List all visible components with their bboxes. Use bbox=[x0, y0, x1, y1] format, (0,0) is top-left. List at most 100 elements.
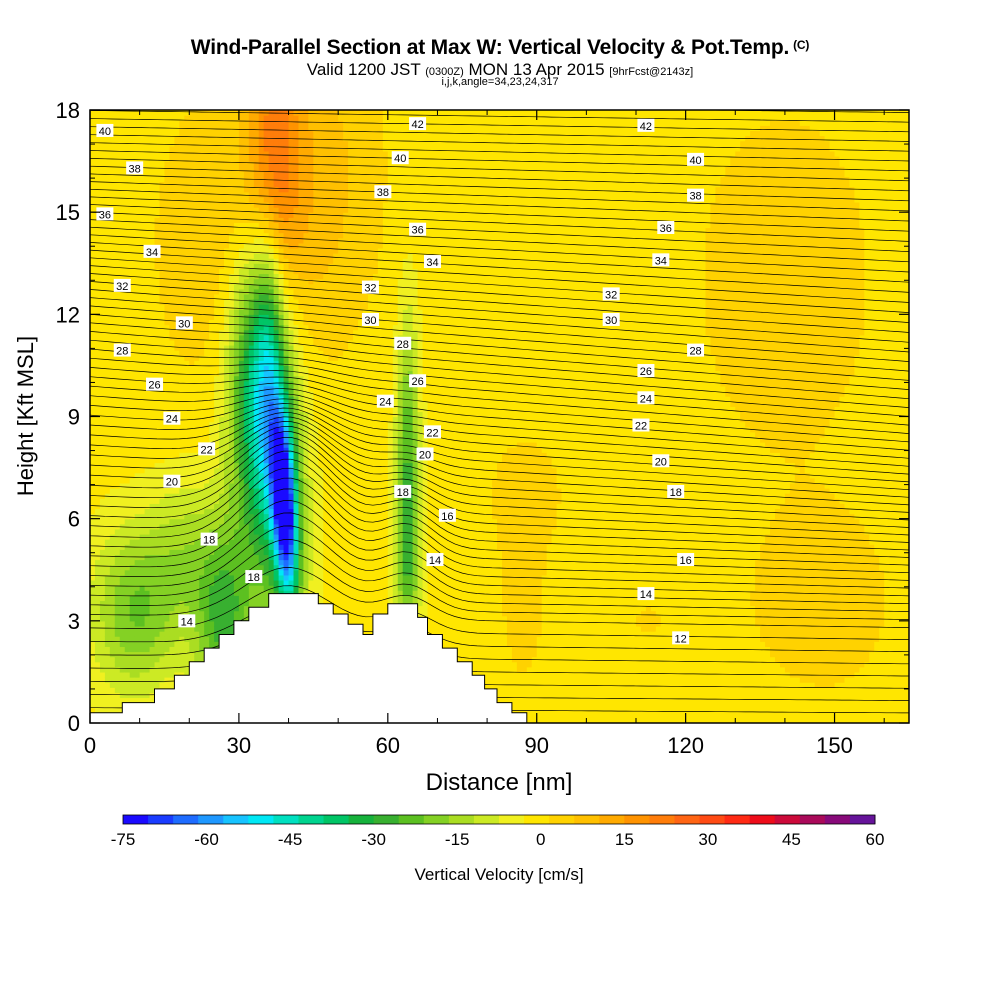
theta-label-box bbox=[96, 207, 114, 221]
colorbar-swatch bbox=[323, 815, 350, 824]
theta-label-text: 28 bbox=[689, 346, 701, 358]
theta-label: 30 bbox=[602, 312, 620, 327]
theta-label-text: 38 bbox=[689, 191, 701, 203]
x-axis-label: Distance [nm] bbox=[426, 769, 573, 796]
colorbar-tick-label: 45 bbox=[782, 830, 801, 849]
theta-label: 36 bbox=[657, 220, 675, 235]
colorbar-swatch bbox=[549, 815, 575, 824]
theta-label-box bbox=[96, 123, 114, 137]
theta-label-text: 32 bbox=[605, 289, 617, 301]
colorbar-swatch bbox=[223, 815, 249, 824]
theta-label-box bbox=[143, 244, 161, 258]
x-tick-label: 150 bbox=[816, 733, 853, 758]
theta-label-text: 36 bbox=[99, 209, 111, 221]
y-tick-label: 3 bbox=[68, 609, 80, 634]
theta-label-box bbox=[245, 570, 263, 584]
colorbar-swatch bbox=[398, 815, 425, 824]
chart-subtitle: Valid 1200 JST (0300Z) MON 13 Apr 2015 [… bbox=[0, 60, 1000, 80]
colorbar-swatch bbox=[749, 815, 776, 824]
theta-label-box bbox=[677, 553, 695, 567]
colorbar-swatch bbox=[699, 815, 726, 824]
theta-label: 14 bbox=[426, 553, 444, 567]
theta-label-box bbox=[416, 447, 434, 461]
theta-label-box bbox=[391, 151, 409, 165]
colorbar-swatch bbox=[624, 815, 650, 824]
colorbar-swatch bbox=[348, 815, 375, 824]
theta-label-box bbox=[409, 117, 427, 131]
colorbar-swatch bbox=[774, 815, 801, 824]
theta-label-text: 42 bbox=[411, 119, 423, 131]
colorbar-tick-label: 30 bbox=[698, 830, 717, 849]
colorbar-swatch bbox=[198, 815, 224, 824]
theta-label-text: 42 bbox=[640, 121, 652, 133]
theta-label-text: 26 bbox=[640, 366, 652, 378]
theta-label: 28 bbox=[687, 343, 705, 358]
colorbar-tick-label: -30 bbox=[361, 830, 386, 849]
colorbar-swatch bbox=[599, 815, 625, 824]
theta-label-text: 20 bbox=[655, 456, 667, 468]
theta-label: 28 bbox=[113, 343, 131, 358]
terrain bbox=[89, 593, 909, 724]
theta-label: 38 bbox=[374, 185, 392, 199]
theta-label: 40 bbox=[391, 151, 409, 165]
x-tick-label: 0 bbox=[84, 733, 96, 758]
theta-label-text: 34 bbox=[146, 247, 158, 259]
theta-label-text: 36 bbox=[660, 223, 672, 235]
colorbar-label: Vertical Velocity [cm/s] bbox=[414, 865, 583, 884]
theta-label: 32 bbox=[113, 278, 131, 293]
theta-label: 18 bbox=[394, 484, 412, 499]
y-tick-label: 18 bbox=[56, 98, 80, 123]
theta-label-text: 16 bbox=[680, 555, 692, 567]
colorbar-swatch bbox=[373, 815, 400, 824]
theta-contours bbox=[90, 110, 909, 723]
theta-label: 30 bbox=[175, 316, 193, 330]
theta-label: 30 bbox=[361, 312, 379, 327]
theta-label-box bbox=[409, 374, 427, 388]
colorbar-swatch bbox=[724, 815, 751, 824]
theta-label: 18 bbox=[667, 484, 685, 499]
theta-label: 12 bbox=[672, 631, 690, 645]
theta-label-box bbox=[667, 484, 685, 498]
y-axis-label: Height [Kft MSL] bbox=[13, 336, 38, 496]
theta-label-box bbox=[652, 454, 670, 468]
colorbar-tick-label: -45 bbox=[278, 830, 303, 849]
theta-label-text: 20 bbox=[166, 477, 178, 489]
theta-label-text: 22 bbox=[201, 444, 213, 456]
forecast-info: [9hrFcst@2143z] bbox=[609, 66, 693, 78]
colorbar-swatch bbox=[473, 815, 500, 824]
colorbar-swatch bbox=[649, 815, 675, 824]
colorbar-frame bbox=[122, 814, 876, 825]
y-tick-label: 15 bbox=[56, 200, 80, 225]
theta-label: 42 bbox=[637, 118, 655, 133]
theta-label-box bbox=[163, 411, 181, 425]
theta-label-box bbox=[602, 287, 620, 301]
theta-label-box bbox=[637, 391, 655, 405]
theta-label-box bbox=[426, 553, 444, 567]
colorbar: -75 -60 -45 -30 -15 0 15 30 45 60 bbox=[111, 814, 884, 849]
theta-label: 20 bbox=[163, 474, 181, 489]
colorbar-swatch bbox=[574, 815, 600, 824]
colorbar-swatch bbox=[123, 815, 149, 824]
theta-label-text: 18 bbox=[248, 572, 260, 584]
theta-label-box bbox=[126, 161, 144, 175]
colorbar-swatch bbox=[824, 815, 851, 824]
theta-label-text: 14 bbox=[429, 555, 441, 567]
theta-label-box bbox=[423, 255, 441, 269]
theta-label: 24 bbox=[163, 411, 181, 426]
theta-label: 26 bbox=[146, 377, 164, 392]
theta-label-box bbox=[113, 343, 131, 357]
theta-label-box bbox=[423, 425, 441, 439]
theta-label-box bbox=[687, 343, 705, 357]
terrain-profile bbox=[89, 593, 909, 724]
theta-label: 40 bbox=[687, 152, 705, 167]
theta-label-text: 34 bbox=[655, 255, 667, 267]
x-tick-label: 120 bbox=[667, 733, 704, 758]
colorbar-swatch bbox=[173, 815, 199, 824]
theta-label-text: 26 bbox=[148, 380, 160, 392]
theta-label: 36 bbox=[409, 222, 427, 237]
theta-label-text: 40 bbox=[394, 153, 406, 165]
theta-label: 24 bbox=[376, 394, 394, 409]
theta-label: 14 bbox=[178, 614, 196, 628]
theta-label: 40 bbox=[96, 123, 114, 138]
